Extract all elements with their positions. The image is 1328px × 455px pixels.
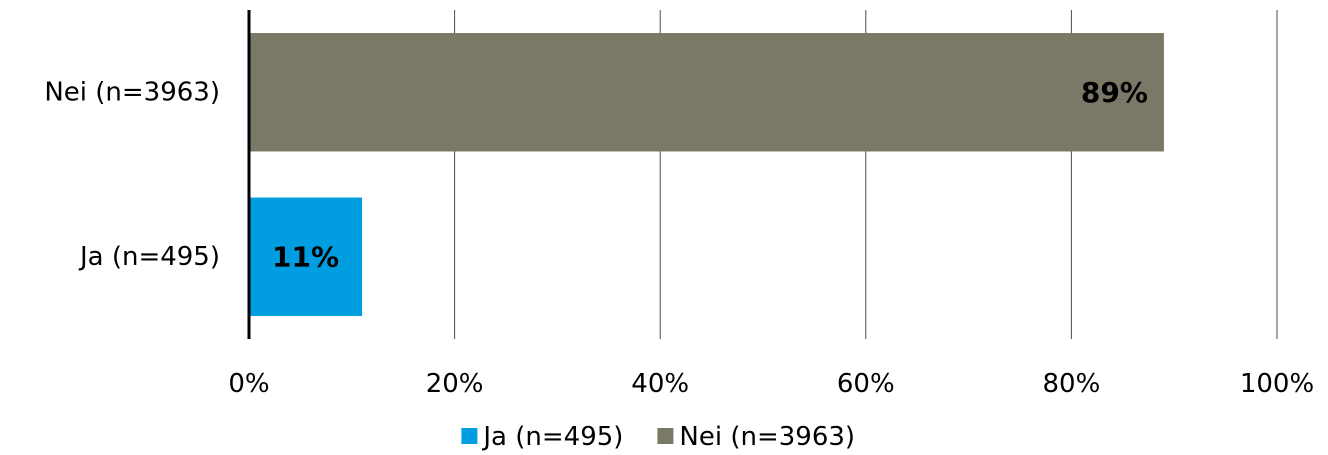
bar <box>249 33 1164 152</box>
data-label: 89% <box>1081 76 1148 109</box>
x-tick-label: 20% <box>426 369 484 399</box>
x-tick-label: 0% <box>228 369 269 399</box>
x-tick-label: 60% <box>837 369 895 399</box>
data-label: 11% <box>272 240 339 273</box>
legend-swatch <box>657 428 674 444</box>
category-label: Nei (n=3963) <box>44 77 220 107</box>
category-label: Ja (n=495) <box>78 242 220 272</box>
x-tick-label: 40% <box>631 369 689 399</box>
legend-swatch <box>461 428 478 444</box>
x-tick-label: 80% <box>1043 369 1101 399</box>
x-tick-label: 100% <box>1240 369 1314 399</box>
legend-label: Nei (n=3963) <box>679 422 855 452</box>
bar <box>249 197 363 316</box>
legend-label: Ja (n=495) <box>481 422 623 452</box>
